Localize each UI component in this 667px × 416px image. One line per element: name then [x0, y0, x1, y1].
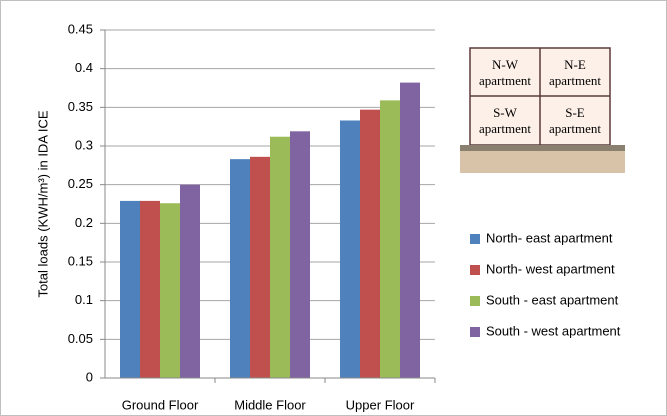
y-tick-label: 0.2: [75, 215, 93, 230]
diagram-sublabel: apartment: [479, 73, 531, 88]
legend-label: South - west apartment: [486, 323, 621, 338]
x-tick-label: Middle Floor: [234, 397, 306, 412]
y-tick-label: 0: [86, 369, 93, 384]
bar: [360, 109, 380, 379]
y-tick-label: 0.1: [75, 292, 93, 307]
bar: [250, 156, 270, 378]
bar: [160, 203, 180, 378]
legend-swatch: [470, 234, 480, 244]
bar: [270, 136, 290, 378]
diagram-ground: [460, 145, 625, 151]
legend-swatch: [470, 265, 480, 275]
y-tick-label: 0.3: [75, 137, 93, 152]
legend-swatch: [470, 327, 480, 337]
diagram-label: N-W: [492, 57, 519, 72]
y-tick-label: 0.4: [75, 60, 93, 75]
y-tick-label: 0.05: [68, 331, 93, 346]
diagram-label: S-W: [493, 105, 518, 120]
diagram-label: S-E: [565, 105, 585, 120]
bar: [140, 200, 160, 378]
bar: [180, 184, 200, 378]
x-tick-label: Ground Floor: [122, 397, 199, 412]
bar: [120, 200, 140, 378]
x-tick-label: Upper Floor: [346, 397, 415, 412]
legend-label: North- east apartment: [486, 230, 613, 245]
bar: [400, 82, 420, 378]
y-tick-label: 0.15: [68, 253, 93, 268]
bar: [290, 131, 310, 378]
y-tick-label: 0.45: [68, 21, 93, 36]
bar: [380, 100, 400, 378]
building-diagram: [460, 47, 625, 173]
diagram-label: N-E: [564, 57, 586, 72]
legend-label: South - east apartment: [486, 292, 619, 307]
y-tick-label: 0.25: [68, 176, 93, 191]
diagram-sublabel: apartment: [549, 73, 601, 88]
diagram-soil: [460, 151, 625, 173]
y-tick-label: 0.35: [68, 99, 93, 114]
bar: [230, 159, 250, 378]
diagram-sublabel: apartment: [479, 121, 531, 136]
diagram-sublabel: apartment: [549, 121, 601, 136]
y-axis-label: Total loads (KWH/m³) in IDA ICE: [35, 110, 50, 297]
bar: [340, 120, 360, 378]
legend-swatch: [470, 296, 480, 306]
legend-label: North- west apartment: [486, 261, 615, 276]
